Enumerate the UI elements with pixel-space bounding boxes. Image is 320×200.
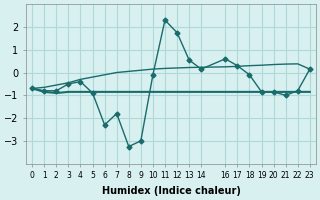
- X-axis label: Humidex (Indice chaleur): Humidex (Indice chaleur): [101, 186, 240, 196]
